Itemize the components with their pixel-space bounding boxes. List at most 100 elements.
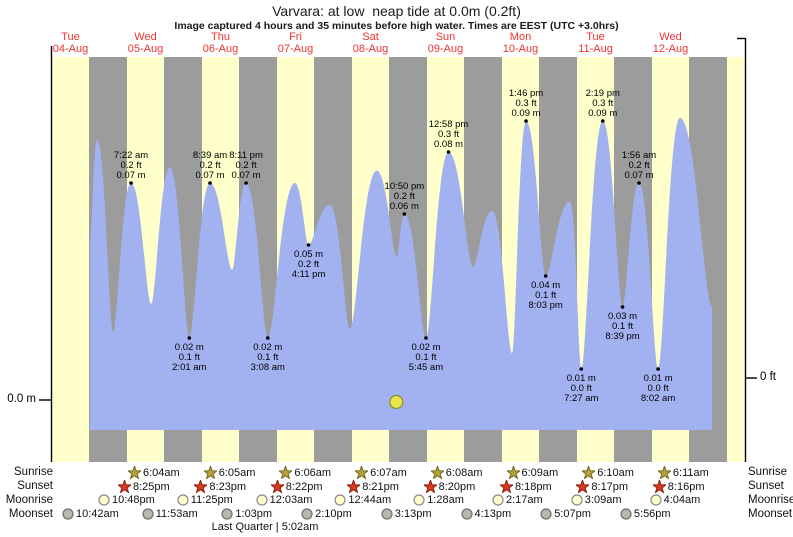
sunrise-time: 6:07am [370, 466, 407, 479]
day-date-label: 09-Aug [428, 43, 463, 55]
moonset-entry: 10:42am [62, 508, 119, 520]
sunset-row-label-right: Sunset [748, 480, 784, 492]
sunset-entry: 8:20pm [423, 480, 476, 493]
sunset-star-icon [194, 480, 208, 493]
moonset-time: 2:10pm [315, 508, 352, 520]
tide-extreme-dot [620, 305, 625, 309]
day-date-label: 11-Aug [578, 43, 613, 55]
moonset-entry: 5:07pm [540, 508, 591, 520]
day-date-label: 05-Aug [128, 43, 163, 55]
moonrise-entry: 3:09am [571, 494, 622, 506]
tide-extreme-dot [543, 274, 548, 278]
sunset-time: 8:16pm [667, 480, 705, 493]
moonset-circle-icon [62, 508, 74, 520]
tide-meters-label: 0.07 m [196, 170, 225, 181]
day-date-label: 12-Aug [653, 43, 688, 55]
tide-meters-label: 0.05 m [294, 249, 323, 260]
tide-meters-label: 0.07 m [117, 170, 146, 181]
tide-extreme-dot [244, 181, 248, 185]
moonrise-time: 10:48pm [112, 494, 155, 506]
sunrise-time: 6:09am [521, 466, 559, 479]
tide-time-label: 12:58 pm [429, 119, 469, 130]
tide-feet-label: 0.2 ft [394, 191, 415, 202]
tide-meters-label: 0.06 m [390, 201, 419, 212]
moonrise-entry: 1:28am [413, 494, 464, 506]
tide-extreme-dot [656, 367, 660, 371]
moonrise-entry: 12:03am [255, 494, 313, 506]
tide-feet-label: 0.1 ft [415, 352, 436, 363]
tide-feet-label: 0.3 ft [592, 98, 613, 109]
moonset-circle-icon [142, 508, 154, 520]
moonset-circle-icon [620, 508, 632, 520]
day-name-label: Wed [659, 31, 681, 43]
day-date-label: 07-Aug [278, 43, 313, 55]
moonset-entry: 3:13pm [381, 508, 432, 520]
tide-time-label: 8:39 am [193, 150, 227, 161]
tide-feet-label: 0.0 ft [648, 383, 669, 394]
moonset-time: 3:13pm [394, 508, 432, 520]
moonrise-entry: 10:48pm [98, 494, 155, 506]
moon-phase-label: Last Quarter | 5:02am [211, 521, 319, 533]
day-name-label: Thu [211, 31, 230, 43]
sunset-star-icon [423, 480, 437, 493]
sunset-time: 8:18pm [515, 480, 552, 493]
moonset-circle-icon [460, 508, 473, 520]
day-date-label: 08-Aug [353, 43, 388, 55]
tide-feet-label: 0.1 ft [535, 290, 556, 301]
moonrise-time: 12:03am [269, 494, 313, 506]
tide-time-label: 8:02 am [641, 393, 675, 404]
moonrise-entry: 12:44am [334, 494, 391, 506]
sunset-entry: 8:22pm [270, 480, 323, 493]
sunset-time: 8:21pm [362, 480, 399, 493]
moonset-entry: 5:56pm [620, 508, 671, 520]
moonrise-circle-icon [492, 494, 504, 506]
tide-extreme-dot [424, 336, 428, 340]
tide-extreme-dot [402, 212, 407, 216]
sunset-entry: 8:16pm [652, 480, 705, 493]
sunset-time: 8:20pm [438, 480, 476, 493]
tide-meters-label: 0.07 m [625, 170, 654, 181]
day-name-label: Sun [436, 31, 456, 43]
tide-extreme-dot [208, 181, 212, 185]
sunset-time: 8:25pm [133, 480, 170, 493]
moonset-time: 5:07pm [554, 508, 591, 520]
moonset-entry: 2:10pm [301, 508, 352, 520]
sunrise-entry: 6:09am [506, 466, 559, 479]
moonrise-time: 2:17am [506, 494, 543, 506]
sunset-entry: 8:18pm [500, 480, 552, 493]
moonrise-circle-icon [413, 494, 425, 506]
sunrise-entry: 6:08am [430, 466, 483, 479]
moonset-circle-icon [540, 508, 552, 520]
moonrise-circle-icon [255, 494, 268, 506]
moonset-row-label-right: Moonset [748, 508, 793, 520]
sunset-star-icon [652, 480, 666, 493]
sunrise-row-label-right: Sunrise [748, 466, 787, 478]
tide-extreme-dot [129, 181, 133, 185]
moonrise-circle-icon [334, 494, 346, 506]
tide-curve-area [89, 117, 713, 431]
moonrise-row-label-right: Moonrise [748, 494, 793, 506]
tide-feet-label: 0.3 ft [515, 98, 536, 109]
tide-time-label: 3:08 am [251, 362, 285, 373]
sunrise-entry: 6:06am [279, 466, 331, 479]
day-name-label: Wed [134, 31, 156, 43]
tide-time-label: 8:11 pm [229, 150, 263, 161]
tide-meters-label: 0.02 m [175, 342, 204, 353]
sunrise-star-icon [355, 466, 369, 479]
moonset-time: 10:42am [76, 508, 119, 520]
sunrise-entry: 6:07am [355, 466, 407, 479]
sunrise-time: 6:11am [672, 466, 709, 479]
moonset-time: 4:13pm [474, 508, 512, 520]
moonrise-time: 3:09am [584, 494, 622, 506]
sunrise-time: 6:06am [294, 466, 332, 479]
tide-extreme-dot [265, 336, 270, 340]
day-name-label: Sat [362, 31, 379, 43]
tide-time-label: 5:45 am [409, 362, 443, 373]
sunrise-star-icon [203, 466, 217, 479]
sunset-row-label-left: Sunset [17, 480, 53, 492]
moonrise-time: 11:25pm [190, 494, 233, 506]
moonrise-circle-icon [571, 494, 583, 506]
sunrise-time: 6:05am [218, 466, 256, 479]
